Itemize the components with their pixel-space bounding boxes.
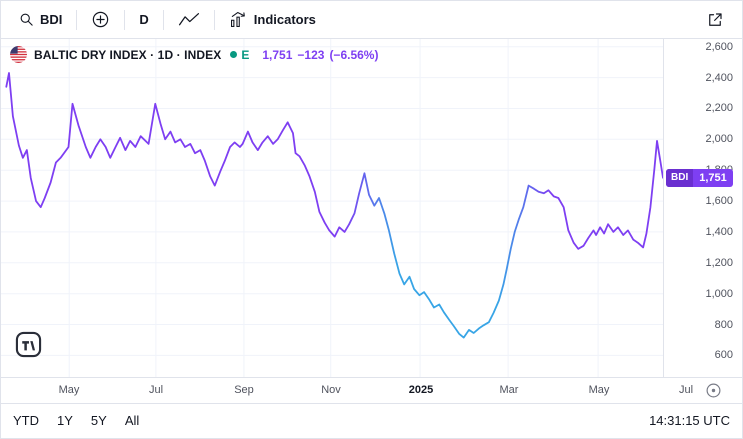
price-axis-label: 800 <box>714 318 733 331</box>
time-axis-label: Jul <box>148 384 164 396</box>
chart-plot[interactable]: BALTIC DRY INDEX · 1D · INDEX E 1,751 −1… <box>1 39 663 377</box>
price-axis-label: 2,200 <box>705 102 733 115</box>
indicators-label: Indicators <box>253 12 316 27</box>
price-change: −123 <box>297 47 325 62</box>
price-axis-label: 2,000 <box>705 133 733 146</box>
symbol-label: BDI <box>40 12 63 27</box>
price-badge-symbol: BDI <box>666 168 694 187</box>
time-axis-label: May <box>58 384 80 396</box>
interval-button[interactable]: D <box>131 8 156 31</box>
time-axis-label: 2025 <box>408 384 434 396</box>
top-toolbar: BDI D Indicators <box>1 1 742 39</box>
indicators-button[interactable]: Indicators <box>221 7 324 32</box>
toolbar-divider <box>124 9 126 30</box>
market-status-label: E <box>241 47 250 62</box>
external-link-icon <box>706 11 724 29</box>
price-axis-label: 1,200 <box>705 256 733 269</box>
price-axis-label: 600 <box>714 349 733 362</box>
tradingview-logo[interactable] <box>15 331 42 363</box>
toolbar-divider <box>162 9 164 30</box>
price-axis-label: 2,400 <box>705 71 733 84</box>
chart-type-button[interactable] <box>170 7 208 33</box>
last-price: 1,751 <box>262 47 293 62</box>
time-axis-label: Jul <box>678 384 694 396</box>
scroll-to-realtime-button[interactable] <box>705 382 722 402</box>
price-axis-label: 2,600 <box>705 40 733 53</box>
bottom-toolbar: YTD 1Y 5Y All 14:31:15 UTC <box>1 403 742 436</box>
legend-title: BALTIC DRY INDEX · 1D · INDEX <box>34 47 222 62</box>
range-button-1y[interactable]: 1Y <box>57 412 73 428</box>
time-axis[interactable]: May Jul Sep Nov 2025 Mar May Jul <box>1 377 742 403</box>
interval-label: D <box>139 12 149 27</box>
price-axis-label: 1,600 <box>705 195 733 208</box>
us-flag-icon <box>10 46 27 63</box>
open-external-button[interactable] <box>698 7 732 33</box>
date-range-buttons: YTD 1Y 5Y All <box>13 413 139 428</box>
time-axis-label: May <box>588 384 610 396</box>
search-icon <box>19 12 34 27</box>
price-axis[interactable]: BDI 1,751 6008001,0001,2001,4001,6001,80… <box>663 39 742 377</box>
price-axis-label: 1,400 <box>705 225 733 238</box>
chart-legend[interactable]: BALTIC DRY INDEX · 1D · INDEX E 1,751 −1… <box>10 46 378 63</box>
price-badge-value: 1,751 <box>699 171 727 184</box>
utc-clock[interactable]: 14:31:15 UTC <box>649 412 730 428</box>
time-axis-label: Nov <box>321 384 341 396</box>
price-axis-label: 1,000 <box>705 287 733 300</box>
plus-circle-icon <box>91 10 110 29</box>
market-status-dot-icon <box>230 51 238 58</box>
time-axis-label: Sep <box>234 384 254 396</box>
quote-values: 1,751 −123 (−6.56%) <box>262 48 378 62</box>
compare-button[interactable] <box>83 6 118 33</box>
market-status[interactable]: E <box>230 48 249 62</box>
chart-area: BALTIC DRY INDEX · 1D · INDEX E 1,751 −1… <box>1 39 742 377</box>
toolbar-divider <box>76 9 78 30</box>
toolbar-divider <box>213 9 215 30</box>
range-button-ytd[interactable]: YTD <box>13 412 39 428</box>
range-button-all[interactable]: All <box>124 412 140 428</box>
indicators-icon <box>229 11 248 28</box>
last-price-axis-label: BDI 1,751 <box>666 168 733 187</box>
price-change-percent: (−6.56%) <box>329 47 379 62</box>
price-line-chart <box>1 39 663 377</box>
line-chart-icon <box>178 11 200 29</box>
range-button-5y[interactable]: 5Y <box>90 412 107 428</box>
symbol-search-button[interactable]: BDI <box>11 8 70 31</box>
time-axis-label: Mar <box>499 384 519 396</box>
